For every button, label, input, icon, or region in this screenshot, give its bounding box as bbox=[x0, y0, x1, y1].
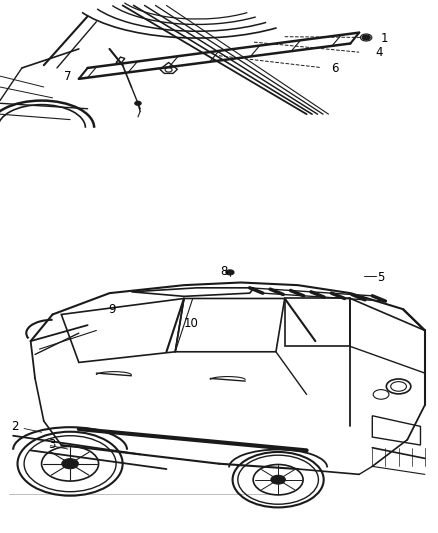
Circle shape bbox=[226, 270, 234, 275]
Text: 8: 8 bbox=[220, 265, 227, 278]
Circle shape bbox=[362, 35, 370, 40]
Circle shape bbox=[62, 459, 78, 469]
Text: 10: 10 bbox=[184, 317, 199, 330]
Text: 5: 5 bbox=[378, 271, 385, 284]
Circle shape bbox=[271, 475, 286, 484]
Text: 7: 7 bbox=[64, 70, 71, 83]
Text: 4: 4 bbox=[376, 46, 383, 59]
Text: 3: 3 bbox=[48, 438, 56, 451]
Text: 2: 2 bbox=[11, 421, 18, 433]
Text: 9: 9 bbox=[109, 303, 116, 316]
Text: 1: 1 bbox=[380, 31, 388, 45]
Circle shape bbox=[135, 101, 141, 105]
Text: 6: 6 bbox=[331, 62, 338, 75]
